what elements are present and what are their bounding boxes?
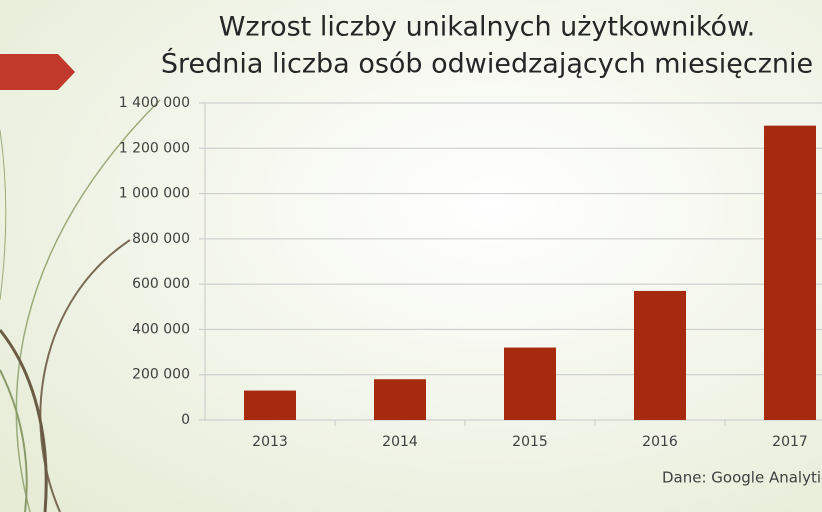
x-tick-label: 2013 [252,434,288,450]
bar [244,390,296,420]
y-tick-label: 200 000 [132,367,190,383]
x-tick-label: 2017 [772,434,808,450]
decoration [0,99,161,512]
chart-title: Wzrost liczby unikalnych użytkowników. [219,12,756,43]
slide-tag [0,54,75,90]
y-tick-label: 1 400 000 [119,95,190,111]
bar [374,379,426,420]
y-tick-label: 1 200 000 [119,140,190,156]
y-tick-label: 600 000 [132,276,190,292]
chart-subtitle: Średnia liczba osób odwiedzających miesi… [161,48,813,80]
x-tick-label: 2016 [642,434,678,450]
bar [764,125,816,421]
x-tick-label: 2014 [382,434,418,450]
y-tick-label: 0 [181,412,190,428]
bar [634,290,686,420]
y-tick-label: 1 000 000 [119,186,190,202]
source-note: Dane: Google Analytics [662,469,822,487]
y-tick-label: 400 000 [132,321,190,337]
x-tick-label: 2015 [512,434,548,450]
y-tick-label: 800 000 [132,231,190,247]
bar [504,347,556,420]
